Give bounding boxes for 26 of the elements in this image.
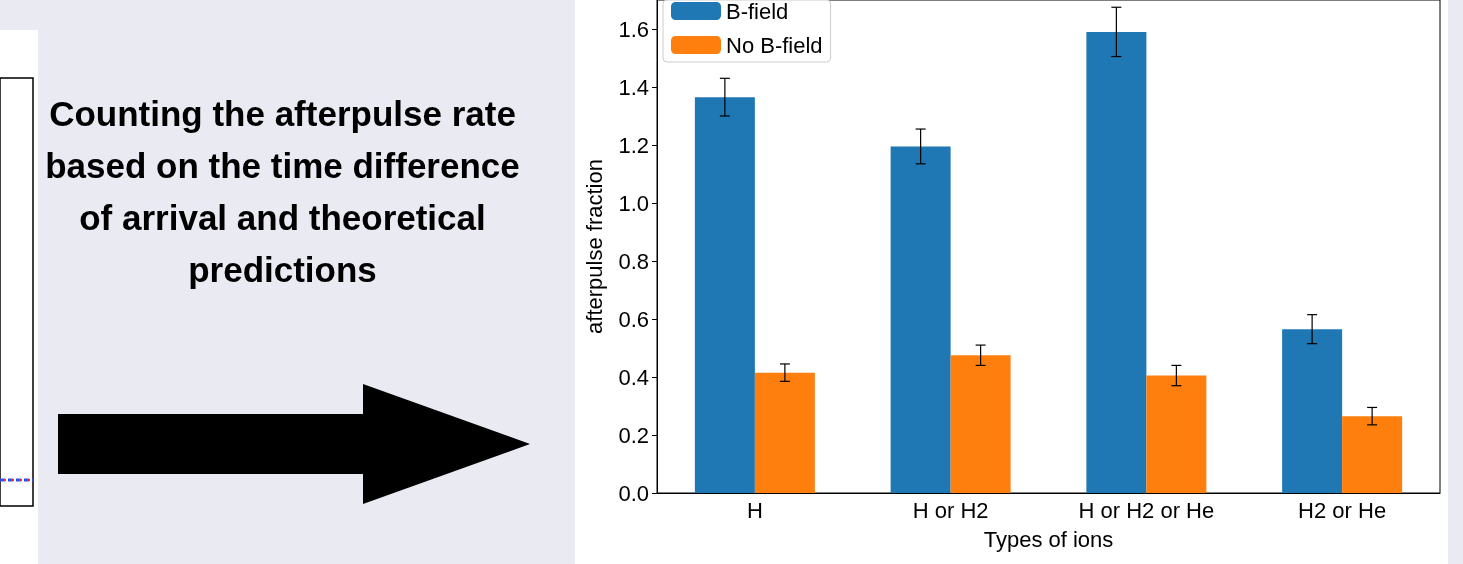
y-tick-label: 0.2 xyxy=(618,422,649,448)
y-tick-label: 0.4 xyxy=(618,364,649,390)
y-tick-label: 1.4 xyxy=(618,74,649,100)
y-tick-label: 0.0 xyxy=(618,480,649,506)
bar xyxy=(694,97,755,493)
text: Counting the afterpulse rate based on the time difference of arrival and theoretical predictions xyxy=(44,93,521,291)
y-axis-title: afterpulse fraction xyxy=(581,159,607,334)
legend-label: B-field xyxy=(726,0,789,24)
x-tick-label: H or H2 or He xyxy=(1078,497,1215,523)
x-axis-title: Types of ions xyxy=(983,526,1114,552)
bar xyxy=(1146,375,1207,493)
bar xyxy=(1342,416,1403,493)
y-tick-label: 0.8 xyxy=(618,248,649,274)
bar xyxy=(1282,329,1343,493)
x-tick-label: H2 or He xyxy=(1298,497,1387,523)
bar xyxy=(950,355,1011,493)
y-tick-label: 0.6 xyxy=(618,306,649,332)
legend-label: No B-field xyxy=(726,32,823,58)
y-tick-label: 1.6 xyxy=(618,16,649,42)
y-tick-label: 1.0 xyxy=(618,190,649,216)
x-tick-label: H or H2 xyxy=(912,497,989,523)
bar xyxy=(890,146,951,493)
y-tick-label: 1.2 xyxy=(618,132,649,158)
bar xyxy=(754,372,815,493)
bar xyxy=(1086,31,1147,493)
x-tick-label: H xyxy=(746,497,763,523)
